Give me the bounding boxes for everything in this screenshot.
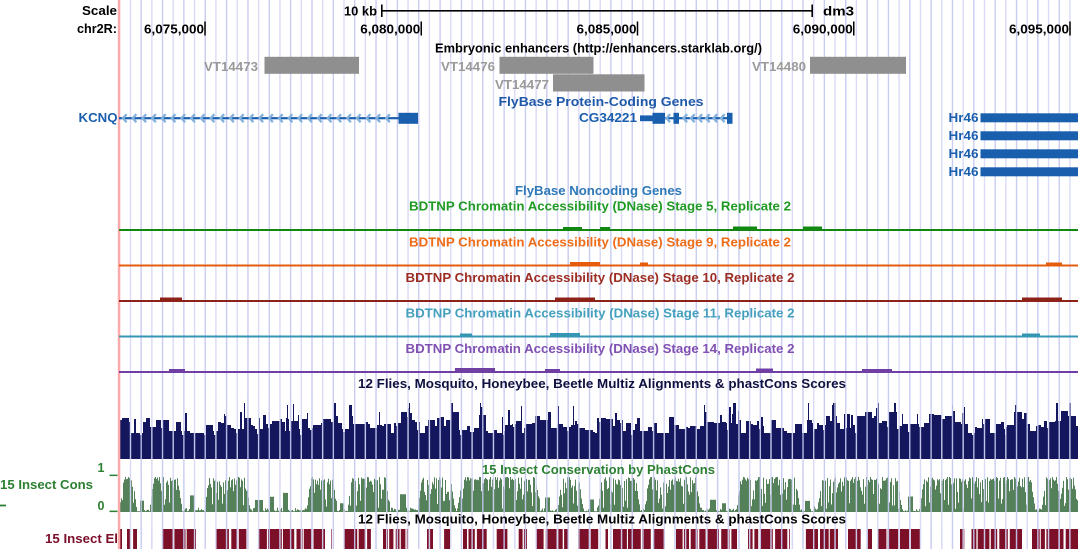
svg-text:Hr46: Hr46 bbox=[949, 165, 979, 179]
svg-text:VT14480: VT14480 bbox=[752, 60, 806, 74]
svg-text:12 Flies, Mosquito, Honeybee,: 12 Flies, Mosquito, Honeybee, Beetle Mul… bbox=[358, 513, 846, 527]
svg-text:6,075,000: 6,075,000 bbox=[144, 23, 204, 37]
svg-text:BDTNP Chromatin Accessibility: BDTNP Chromatin Accessibility (DNase) St… bbox=[409, 200, 791, 214]
svg-text:6,090,000: 6,090,000 bbox=[793, 23, 853, 37]
svg-text:Embryonic enhancers (http://en: Embryonic enhancers (http://enhancers.st… bbox=[435, 42, 762, 56]
svg-text:VT14473: VT14473 bbox=[204, 60, 258, 74]
svg-text:1: 1 bbox=[98, 461, 105, 475]
svg-text:BDTNP Chromatin Accessibility: BDTNP Chromatin Accessibility (DNase) St… bbox=[406, 342, 795, 356]
svg-text:BDTNP Chromatin Accessibility: BDTNP Chromatin Accessibility (DNase) St… bbox=[409, 236, 791, 250]
svg-text:Hr46: Hr46 bbox=[949, 147, 979, 161]
svg-text:FlyBase Noncoding Genes: FlyBase Noncoding Genes bbox=[515, 184, 682, 198]
svg-text:0: 0 bbox=[98, 499, 105, 513]
svg-text:15 Insect Conservation by Phas: 15 Insect Conservation by PhastCons bbox=[482, 463, 715, 477]
svg-text:Hr46: Hr46 bbox=[949, 111, 979, 125]
svg-text:VT14476: VT14476 bbox=[441, 60, 495, 74]
svg-text:BDTNP Chromatin Accessibility: BDTNP Chromatin Accessibility (DNase) St… bbox=[406, 271, 795, 285]
svg-text:6,095,000: 6,095,000 bbox=[1009, 23, 1069, 37]
svg-text:Scale: Scale bbox=[82, 4, 117, 18]
svg-text:15 Insect Cons: 15 Insect Cons bbox=[0, 478, 93, 492]
svg-text:6,085,000: 6,085,000 bbox=[577, 23, 637, 37]
svg-text:VT14477: VT14477 bbox=[495, 78, 549, 92]
svg-text:FlyBase Protein-Coding Genes: FlyBase Protein-Coding Genes bbox=[499, 95, 704, 109]
svg-text:chr2R:: chr2R: bbox=[77, 22, 117, 36]
svg-text:15 Insect El: 15 Insect El bbox=[45, 532, 118, 546]
svg-text:Hr46: Hr46 bbox=[949, 129, 979, 143]
svg-text:KCNQ: KCNQ bbox=[79, 111, 118, 125]
svg-text:CG34221: CG34221 bbox=[579, 111, 637, 125]
svg-text:10 kb: 10 kb bbox=[344, 5, 377, 19]
svg-text:12 Flies, Mosquito, Honeybee,: 12 Flies, Mosquito, Honeybee, Beetle Mul… bbox=[358, 377, 846, 391]
svg-text:dm3: dm3 bbox=[823, 5, 854, 19]
svg-text:6,080,000: 6,080,000 bbox=[360, 23, 420, 37]
svg-text:BDTNP Chromatin Accessibility: BDTNP Chromatin Accessibility (DNase) St… bbox=[406, 307, 795, 321]
